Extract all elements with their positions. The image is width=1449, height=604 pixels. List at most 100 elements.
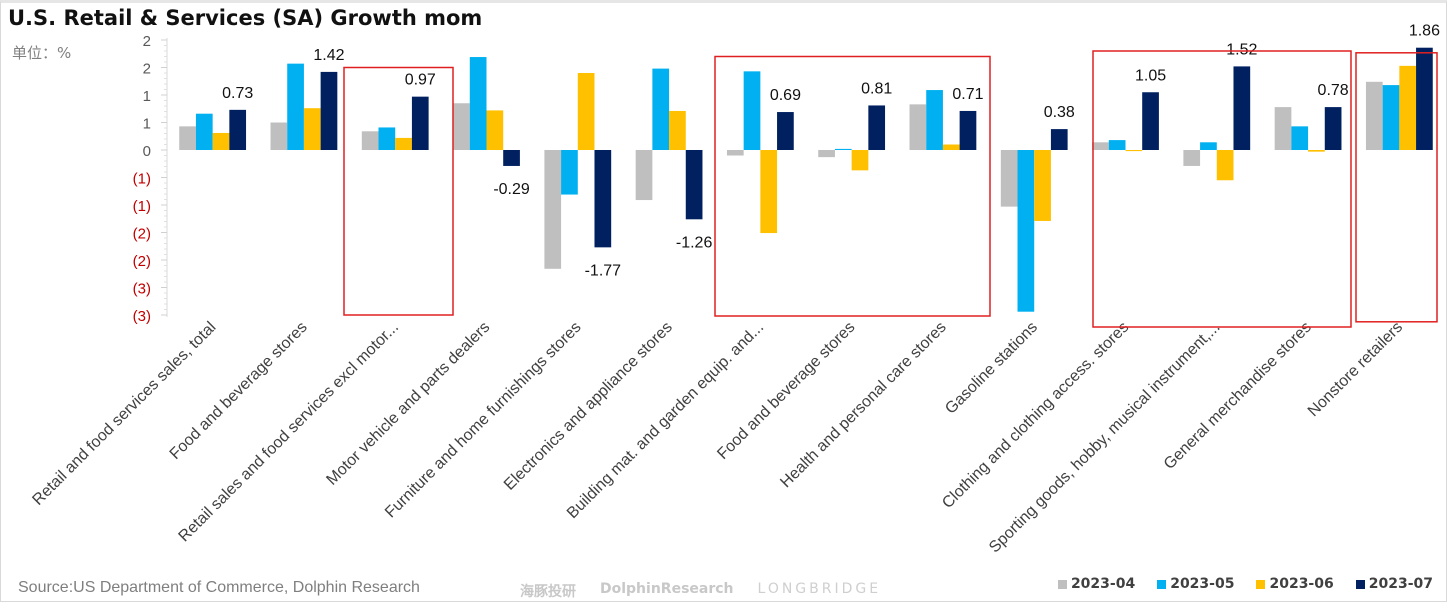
bar-2023-05 [1382, 85, 1400, 150]
category-label: Gasoline stations [942, 319, 1041, 418]
data-label: 0.71 [952, 86, 983, 103]
bar-2023-05 [1291, 126, 1309, 150]
bar-2023-06 [486, 110, 504, 150]
bar-2023-07 [685, 150, 703, 220]
legend-swatch [1256, 579, 1266, 589]
bar-2023-05 [195, 113, 213, 150]
category-label: Motor vehicle and parts dealers [323, 319, 493, 489]
bar-2023-04 [1092, 142, 1109, 150]
bar-2023-06 [303, 108, 321, 150]
bar-2023-07 [1142, 92, 1159, 150]
bar-2023-04 [1365, 81, 1383, 150]
legend-swatch [1057, 579, 1067, 589]
highlight-box [343, 66, 454, 316]
bar-2023-06 [669, 110, 686, 150]
bar-2023-04 [1274, 107, 1292, 150]
bar-2023-05 [743, 71, 761, 150]
category-label: General merchandise stores [1161, 319, 1315, 473]
bar-2023-07 [229, 109, 247, 150]
bar-2023-04 [1000, 150, 1018, 207]
bar-2023-04 [909, 104, 927, 150]
bar-2023-05 [834, 148, 852, 150]
bar-2023-07 [868, 105, 886, 150]
source-note: Source:US Department of Commerce, Dolphi… [18, 579, 420, 596]
legend-item: 2023-07 [1355, 576, 1433, 592]
bar-2023-06 [942, 144, 960, 150]
data-label: 1.42 [313, 47, 344, 64]
bar-2023-06 [1399, 65, 1417, 150]
data-label: 0.97 [405, 72, 436, 89]
bar-2023-05 [926, 90, 943, 150]
bar-2023-05 [469, 57, 487, 150]
bar-2023-04 [544, 150, 562, 269]
legend-swatch [1355, 579, 1365, 589]
data-label: 0.69 [770, 87, 801, 104]
legend-label: 2023-04 [1070, 576, 1136, 592]
data-label: 1.05 [1135, 67, 1166, 84]
bar-2023-06 [1216, 150, 1234, 181]
bar-2023-05 [652, 68, 670, 150]
highlight-box [714, 55, 991, 317]
category-label: Furniture and home furnishings stores [382, 319, 585, 522]
bar-2023-07 [503, 150, 520, 166]
bar-2023-05 [1108, 140, 1126, 150]
data-label: 0.73 [222, 85, 253, 102]
data-label: 0.78 [1318, 82, 1349, 99]
bar-2023-06 [577, 73, 595, 150]
bar-2023-06 [1308, 150, 1325, 152]
bar-2023-07 [1233, 66, 1251, 150]
bar-2023-04 [361, 131, 379, 150]
bar-2023-06 [1125, 150, 1143, 152]
legend-label: 2023-06 [1269, 576, 1334, 592]
bar-2023-07 [1050, 129, 1068, 150]
bar-2023-06 [212, 132, 230, 150]
data-label: -0.29 [493, 181, 530, 198]
bar-2023-07 [320, 71, 338, 150]
bar-2023-04 [818, 150, 835, 158]
y-tick-label: 1 [143, 116, 151, 133]
legend-swatch [1157, 579, 1167, 589]
category-label: Nonstore retailers [1305, 319, 1406, 420]
highlight-box [1355, 52, 1438, 323]
category-label: Retail and food services sales, total [29, 319, 219, 509]
bar-2023-06 [760, 150, 778, 234]
category-label: Clothing and clothing access. stores [939, 319, 1132, 512]
y-tick-label: (2) [133, 226, 151, 243]
bar-2023-05 [1017, 150, 1035, 312]
y-tick-label: 0 [143, 143, 151, 160]
y-tick-label: (1) [133, 171, 151, 188]
data-label: -1.77 [585, 262, 622, 279]
bar-2023-07 [411, 96, 429, 150]
y-tick-label: (3) [133, 281, 151, 298]
category-label: Electronics and appliance stores [501, 319, 676, 494]
bar-2023-04 [179, 126, 196, 150]
data-label: 0.38 [1044, 104, 1075, 121]
legend-label: 2023-07 [1368, 576, 1433, 592]
bar-2023-07 [594, 150, 612, 248]
y-tick-label: 1 [143, 88, 151, 105]
bar-2023-04 [1183, 150, 1201, 166]
bar-2023-04 [635, 150, 653, 201]
y-tick-label: 2 [143, 33, 151, 50]
bar-2023-06 [395, 137, 412, 150]
legend-label: 2023-05 [1170, 576, 1235, 592]
unit-label: 单位：% [12, 44, 72, 62]
y-tick-label: (2) [133, 253, 151, 270]
legend: 2023-04 2023-05 2023-06 2023-07 [1057, 576, 1433, 592]
chart-title: U.S. Retail & Services (SA) Growth mom [8, 6, 483, 30]
bar-2023-04 [726, 150, 744, 156]
y-tick-label: 2 [143, 61, 151, 78]
bar-2023-07 [777, 112, 794, 150]
category-label: Health and personal care stores [777, 319, 949, 491]
data-label: 0.81 [861, 80, 892, 97]
y-tick-label: (3) [133, 308, 151, 325]
bar-2023-05 [1200, 142, 1217, 150]
bar-2023-04 [270, 122, 288, 150]
bar-2023-07 [959, 110, 977, 150]
y-tick-label: (1) [133, 198, 151, 215]
bar-2023-04 [453, 103, 470, 150]
bar-2023-05 [561, 150, 578, 195]
category-label: Building mat. and garden equip. and... [564, 319, 767, 522]
